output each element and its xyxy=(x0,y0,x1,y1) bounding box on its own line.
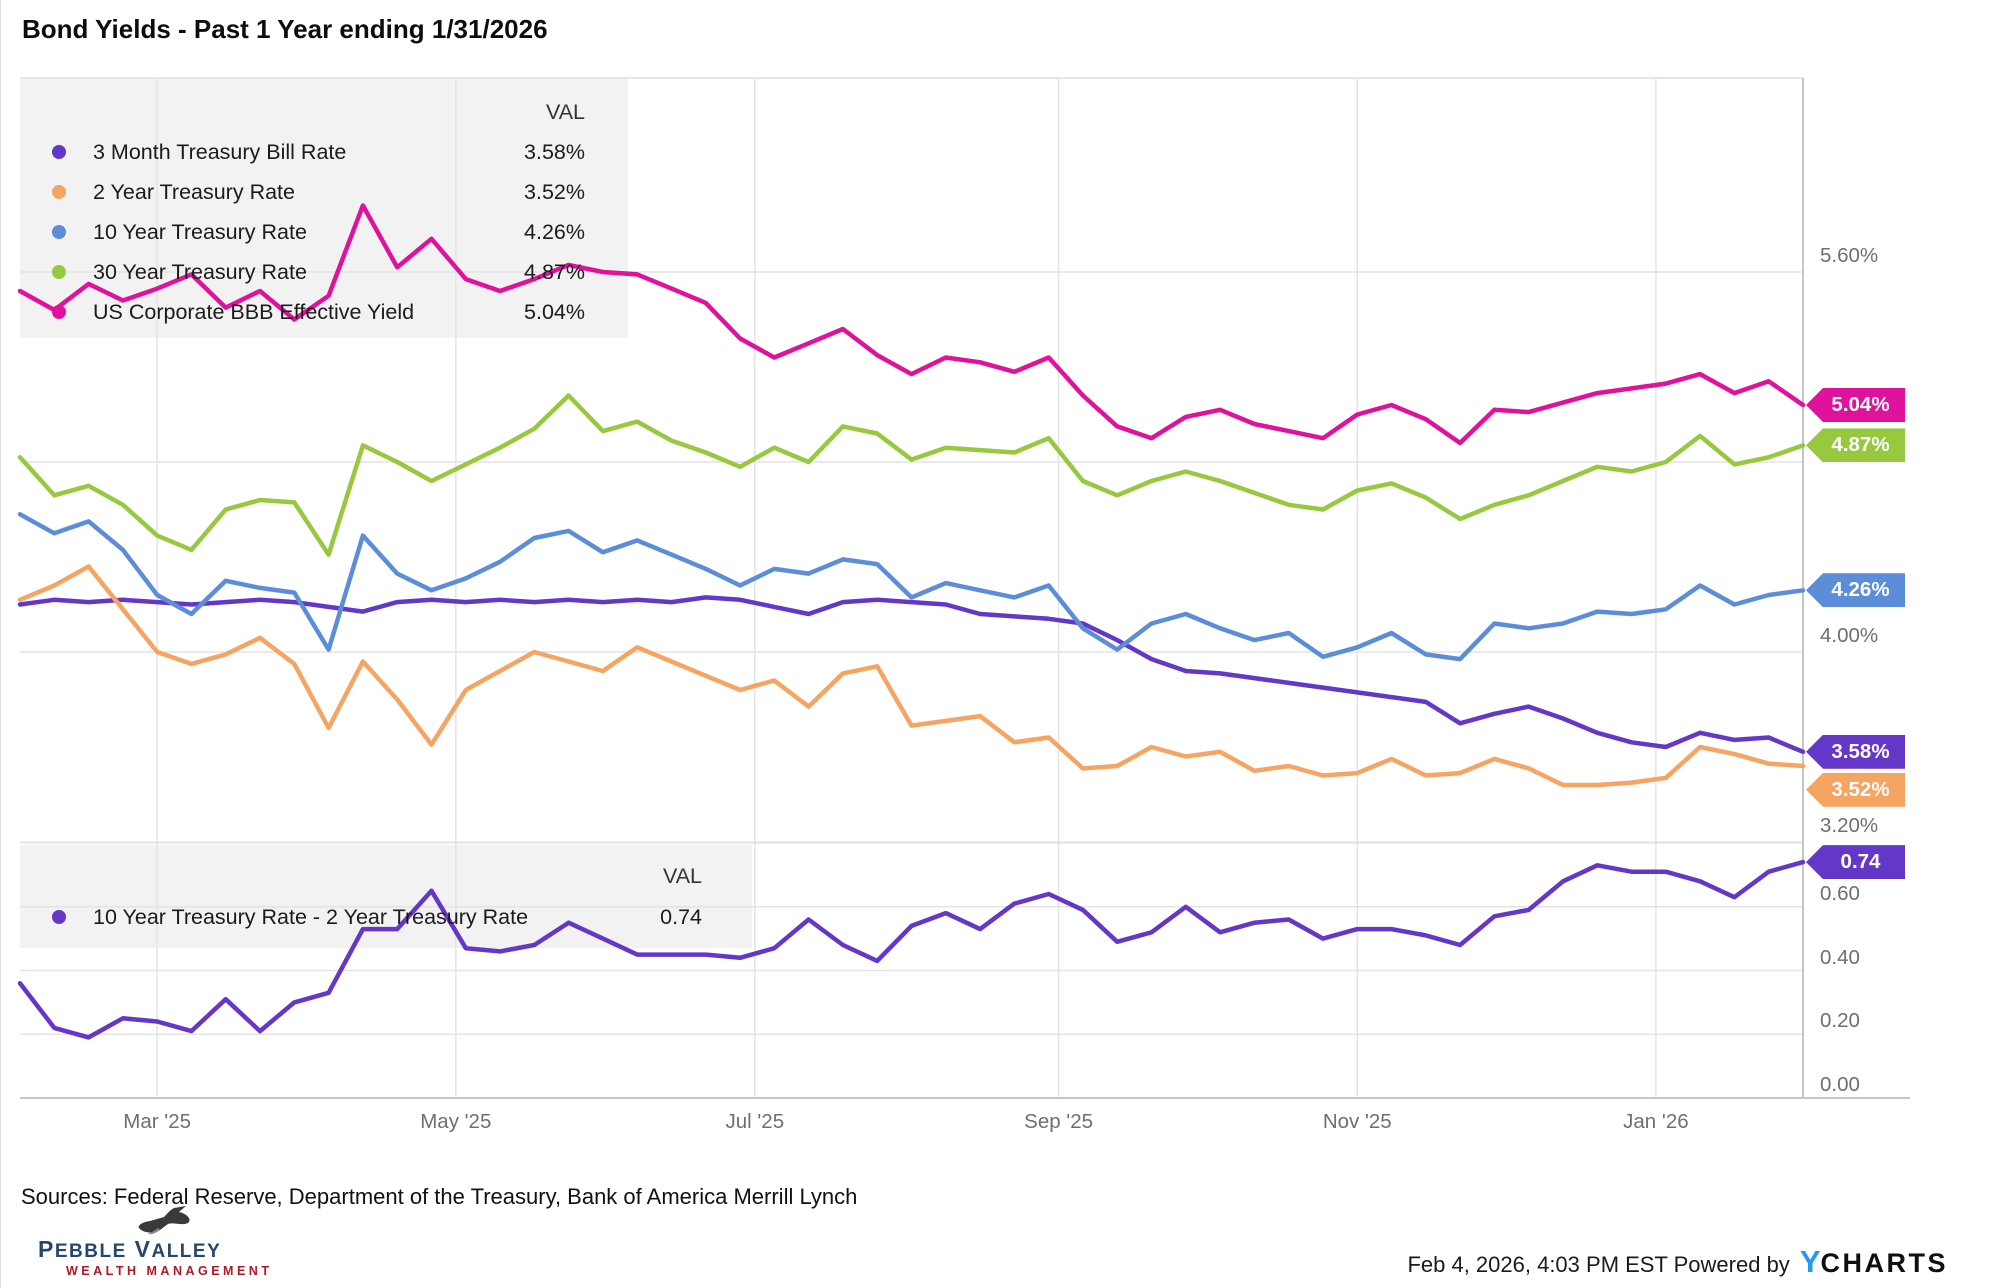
series-line-us-corporate-bbb-effective-yield xyxy=(17,203,1806,446)
timestamp-row: Feb 4, 2026, 4:03 PM EST Powered by YCHA… xyxy=(1407,1244,1948,1280)
series-line-10-year-treasury-rate xyxy=(17,512,1806,662)
legend-box-yields xyxy=(20,79,628,338)
logo-wordmark: PEBBLE VALLEY xyxy=(38,1236,222,1262)
series-line-10-year-treasury-rate-2-year-treasury-rate xyxy=(17,859,1806,1040)
series-line-3-month-treasury-bill-rate xyxy=(17,595,1806,755)
ycharts-y-glyph: Y xyxy=(1799,1244,1821,1279)
series-line-30-year-treasury-rate xyxy=(17,393,1806,557)
ycharts-logo: YCHARTS xyxy=(1800,1244,1948,1280)
series-line-2-year-treasury-rate xyxy=(17,564,1806,788)
eagle-icon xyxy=(138,1206,190,1235)
page-left-border xyxy=(0,0,1,1288)
timestamp: Feb 4, 2026, 4:03 PM EST Powered by xyxy=(1407,1252,1790,1277)
ycharts-wordmark: CHARTS xyxy=(1820,1248,1948,1278)
logo-subtitle: WEALTH MANAGEMENT xyxy=(66,1264,273,1278)
pebble-valley-logo: PEBBLE VALLEY WEALTH MANAGEMENT xyxy=(38,1206,458,1286)
sources-note: Sources: Federal Reserve, Department of … xyxy=(21,1184,858,1209)
page-title: Bond Yields - Past 1 Year ending 1/31/20… xyxy=(22,14,548,44)
